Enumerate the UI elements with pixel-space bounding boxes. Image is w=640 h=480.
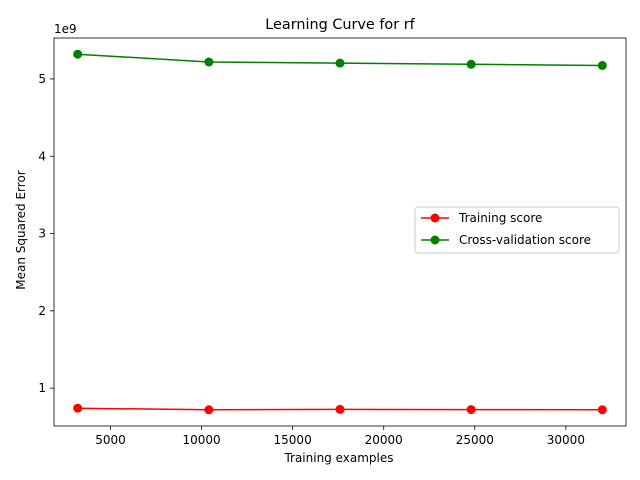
y-axis: 1 2 3 4 5 (38, 72, 54, 395)
y-tick-label: 3 (38, 227, 46, 241)
data-point (204, 405, 213, 414)
y-tick-label: 4 (38, 149, 46, 163)
y-offset-label: 1e9 (54, 22, 77, 36)
data-point (598, 61, 607, 70)
x-tick-label: 10000 (182, 433, 220, 447)
legend-marker (431, 214, 440, 223)
y-tick-label: 1 (38, 381, 46, 395)
data-point (204, 57, 213, 66)
x-tick-label: 15000 (274, 433, 312, 447)
data-point (598, 405, 607, 414)
data-point (467, 60, 476, 69)
data-point (336, 405, 345, 414)
x-tick-label: 5000 (95, 433, 126, 447)
y-axis-label: Mean Squared Error (14, 170, 28, 290)
y-tick-label: 2 (38, 304, 46, 318)
y-tick-label: 5 (38, 72, 46, 86)
chart-title: Learning Curve for rf (265, 17, 415, 33)
data-point (336, 59, 345, 68)
x-tick-label: 25000 (456, 433, 494, 447)
legend: Training score Cross-validation score (415, 207, 619, 253)
data-point (467, 405, 476, 414)
x-tick-label: 30000 (547, 433, 585, 447)
x-tick-label: 20000 (365, 433, 403, 447)
x-axis-label: Training examples (283, 451, 393, 465)
data-point (73, 404, 82, 413)
data-point (73, 50, 82, 59)
legend-label: Training score (458, 211, 542, 225)
legend-marker (431, 236, 440, 245)
x-axis: 5000 10000 15000 20000 25000 30000 (95, 426, 585, 447)
legend-label: Cross-validation score (459, 233, 591, 247)
